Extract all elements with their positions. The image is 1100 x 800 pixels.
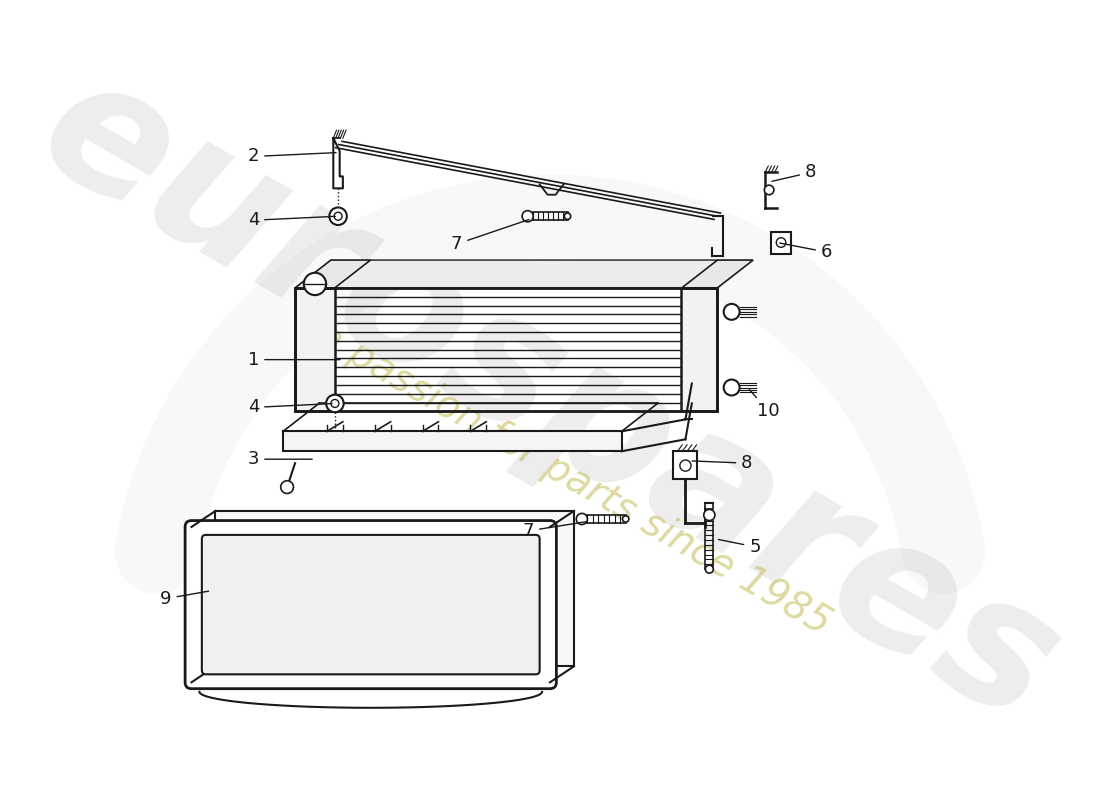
Text: 3: 3 (248, 450, 312, 468)
Bar (682, 288, 717, 411)
Circle shape (704, 510, 715, 521)
Bar (771, 232, 791, 254)
Text: 4: 4 (248, 398, 332, 417)
Circle shape (705, 565, 713, 573)
FancyBboxPatch shape (185, 521, 557, 689)
Circle shape (331, 399, 339, 407)
Text: 1: 1 (248, 350, 340, 369)
Text: 6: 6 (780, 243, 833, 261)
Circle shape (623, 516, 629, 522)
Bar (673, 451, 697, 479)
Bar (705, 503, 713, 510)
Circle shape (724, 304, 739, 320)
Circle shape (329, 207, 346, 225)
Polygon shape (334, 260, 717, 288)
Circle shape (680, 460, 691, 471)
Text: eurospares: eurospares (12, 38, 1088, 761)
Text: 8: 8 (772, 163, 816, 182)
Circle shape (280, 481, 294, 494)
Circle shape (326, 394, 343, 412)
Circle shape (564, 213, 571, 219)
Polygon shape (682, 260, 754, 288)
Text: 7: 7 (522, 522, 585, 540)
Text: 9: 9 (161, 590, 209, 608)
Text: a passion for parts since 1985: a passion for parts since 1985 (310, 316, 837, 642)
Text: 4: 4 (248, 211, 336, 230)
Polygon shape (295, 260, 371, 288)
Circle shape (724, 379, 739, 395)
Bar (295, 288, 334, 411)
Text: 10: 10 (749, 390, 780, 421)
Circle shape (334, 212, 342, 220)
Text: 5: 5 (718, 538, 761, 556)
Text: 8: 8 (692, 454, 752, 472)
Bar (295, 288, 717, 411)
Text: 7: 7 (451, 219, 529, 253)
Bar (283, 431, 622, 451)
Circle shape (576, 514, 587, 525)
Circle shape (764, 185, 774, 194)
FancyBboxPatch shape (201, 535, 540, 674)
Circle shape (304, 273, 326, 295)
Circle shape (522, 210, 534, 222)
Polygon shape (216, 511, 574, 666)
Text: 2: 2 (248, 147, 337, 166)
Circle shape (777, 238, 785, 247)
